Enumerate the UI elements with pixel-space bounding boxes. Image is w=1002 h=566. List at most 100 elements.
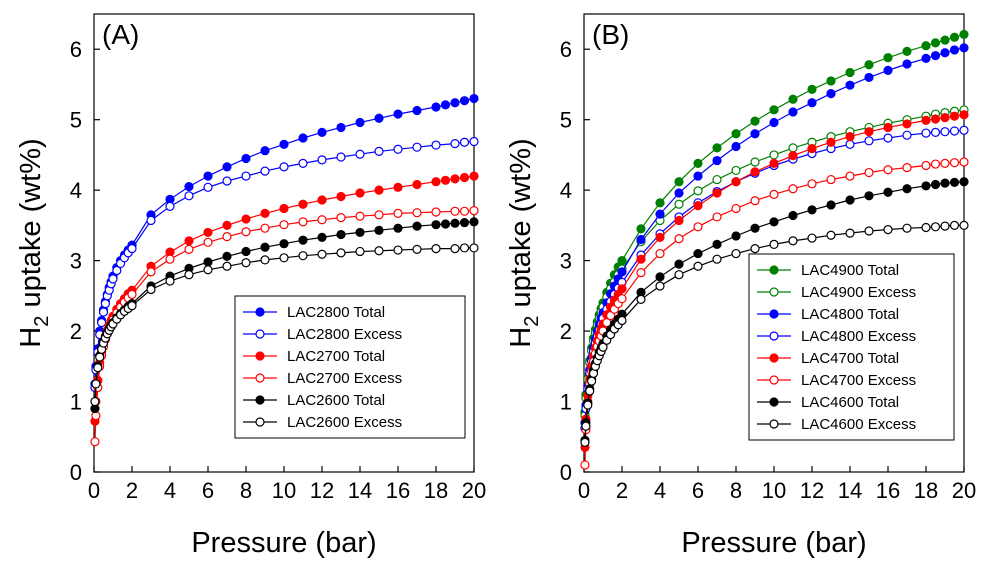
data-point xyxy=(586,376,597,386)
data-point xyxy=(91,379,101,389)
y-axis-title-main: H xyxy=(505,327,537,348)
data-point xyxy=(450,244,460,254)
x-tick-label: 12 xyxy=(310,478,334,503)
data-point xyxy=(959,220,969,230)
data-point xyxy=(731,231,741,241)
data-point xyxy=(674,270,684,280)
data-point xyxy=(90,396,100,407)
legend: LAC4900 Total LAC4900 Excess LAC4800 Total… xyxy=(748,253,955,441)
data-point xyxy=(431,207,441,217)
data-point xyxy=(336,248,346,258)
data-point xyxy=(883,133,893,143)
x-tick-label: 14 xyxy=(348,478,372,503)
x-axis-title: Pressure (bar) xyxy=(191,527,376,559)
x-axis-title: Pressure (bar) xyxy=(681,527,866,559)
data-point xyxy=(241,171,251,181)
data-point xyxy=(949,111,960,121)
data-point xyxy=(712,155,722,166)
x-tick-label: 4 xyxy=(164,478,176,503)
data-point xyxy=(298,158,308,168)
data-point xyxy=(769,217,779,227)
data-point xyxy=(930,114,941,124)
data-point xyxy=(788,184,798,194)
data-point xyxy=(636,234,646,245)
data-point xyxy=(241,227,251,237)
data-point xyxy=(279,139,289,149)
data-point xyxy=(203,227,213,238)
data-point xyxy=(845,139,855,149)
data-point xyxy=(930,179,941,190)
data-point xyxy=(617,256,627,266)
y-tick-label: 2 xyxy=(70,319,82,344)
data-point xyxy=(469,93,479,104)
data-point xyxy=(769,189,779,199)
data-point xyxy=(826,200,836,210)
data-point xyxy=(845,80,855,90)
data-point xyxy=(469,243,479,253)
data-point xyxy=(750,116,760,126)
data-point xyxy=(712,254,722,264)
data-point xyxy=(769,150,779,160)
y-axis-title: H2 uptake (wt%) xyxy=(15,138,53,347)
data-point xyxy=(807,205,817,215)
data-point xyxy=(374,185,384,195)
data-point xyxy=(260,242,270,252)
data-point xyxy=(826,174,836,185)
data-point xyxy=(184,191,194,201)
data-point xyxy=(930,127,941,137)
data-point xyxy=(108,274,118,284)
data-point xyxy=(459,243,470,253)
data-point xyxy=(336,122,346,133)
legend-swatch-marker xyxy=(769,265,779,275)
data-point xyxy=(298,217,308,227)
data-point xyxy=(222,162,232,172)
data-point xyxy=(864,72,874,83)
data-point xyxy=(112,265,122,276)
data-point xyxy=(712,188,722,198)
legend-swatch-marker xyxy=(769,331,779,341)
data-point xyxy=(241,153,251,164)
data-point xyxy=(203,237,213,247)
data-point xyxy=(636,254,646,264)
y-tick-label: 5 xyxy=(70,108,82,133)
data-point xyxy=(469,171,479,181)
data-point xyxy=(921,160,931,171)
data-point xyxy=(940,127,950,137)
y-tick-label: 0 xyxy=(560,460,572,485)
data-point xyxy=(921,115,931,125)
data-point xyxy=(317,215,327,225)
y-tick-label: 3 xyxy=(560,249,572,274)
data-point xyxy=(146,267,156,277)
y-axis-title-subscript: 2 xyxy=(31,316,53,327)
data-point xyxy=(393,208,403,219)
data-point xyxy=(750,167,760,177)
data-point xyxy=(949,126,960,136)
data-point xyxy=(165,254,175,264)
data-point xyxy=(940,178,950,188)
legend-entry: LAC4600 Excess xyxy=(801,416,916,433)
data-point xyxy=(636,294,646,304)
data-point xyxy=(146,284,156,295)
legend-swatch-marker xyxy=(255,417,265,427)
legend-swatch-marker xyxy=(769,287,779,297)
data-point xyxy=(845,132,855,142)
legend-swatch-marker xyxy=(255,329,265,339)
data-point xyxy=(902,119,912,129)
data-point xyxy=(298,251,308,261)
data-point xyxy=(826,230,836,240)
data-point xyxy=(731,165,741,176)
data-point xyxy=(222,220,232,230)
legend-swatch-marker xyxy=(769,375,779,385)
data-point xyxy=(260,146,270,156)
x-tick-label: 14 xyxy=(838,478,862,503)
data-point xyxy=(693,261,703,271)
data-point xyxy=(440,175,451,185)
x-tick-label: 20 xyxy=(952,478,976,503)
data-point xyxy=(731,203,741,214)
legend-entry: LAC4900 Excess xyxy=(801,284,916,301)
x-tick-label: 8 xyxy=(730,478,742,503)
data-point xyxy=(883,225,893,235)
data-point xyxy=(674,188,684,198)
data-point xyxy=(655,272,665,282)
